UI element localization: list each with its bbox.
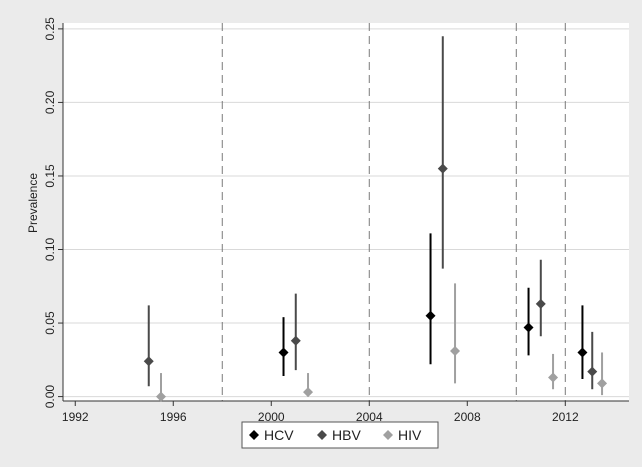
legend-hbv-marker: [317, 430, 327, 440]
hbv-point-1: [290, 335, 301, 346]
x-tick-label-3: 2004: [356, 410, 383, 424]
x-tick-label-1: 1996: [160, 410, 187, 424]
y-tick-label-5: 0.25: [43, 17, 57, 41]
hiv-point-4: [597, 378, 608, 389]
plot-area: [63, 23, 629, 401]
hbv-point-0: [143, 356, 154, 367]
y-axis-label: Prevalence: [26, 173, 40, 233]
hbv-point-3: [535, 298, 546, 309]
x-tick-label-2: 2000: [258, 410, 285, 424]
hiv-point-1: [303, 387, 314, 398]
y-tick-label-4: 0.20: [43, 90, 57, 114]
axes: 0.00 0.05 0.10 0.15 0.20 0.25 1992 1996 2000 2004…: [43, 17, 629, 424]
y-tick-label-0: 0.00: [43, 385, 57, 409]
hbv-point-4: [587, 366, 598, 377]
y-tick-label-2: 0.10: [43, 238, 57, 262]
hiv-point-2: [450, 345, 461, 356]
x-tick-label-0: 1992: [62, 410, 89, 424]
y-tick-label-1: 0.05: [43, 311, 57, 335]
legend-hiv-marker: [383, 430, 393, 440]
hcv-point-3: [577, 347, 588, 358]
legend-box: [241, 421, 439, 449]
legend-hcv-label: HCV: [264, 427, 294, 443]
x-tick-label-5: 2012: [552, 410, 579, 424]
hbv-point-2: [437, 163, 448, 174]
hcv-point-0: [278, 347, 289, 358]
legend-hbv-label: HBV: [332, 427, 361, 443]
x-tick-label-4: 2008: [454, 410, 481, 424]
hiv-point-0: [156, 391, 167, 402]
series-marks: [143, 36, 608, 402]
legend-hiv-label: HIV: [398, 427, 422, 443]
hcv-point-2: [523, 322, 534, 333]
hcv-point-1: [425, 310, 436, 321]
legend: HCV HBV HIV: [241, 421, 439, 449]
vertical-reference-lines: [221, 23, 566, 401]
hiv-point-3: [548, 372, 559, 383]
legend-hcv-marker: [249, 430, 259, 440]
y-tick-label-3: 0.15: [43, 164, 57, 188]
